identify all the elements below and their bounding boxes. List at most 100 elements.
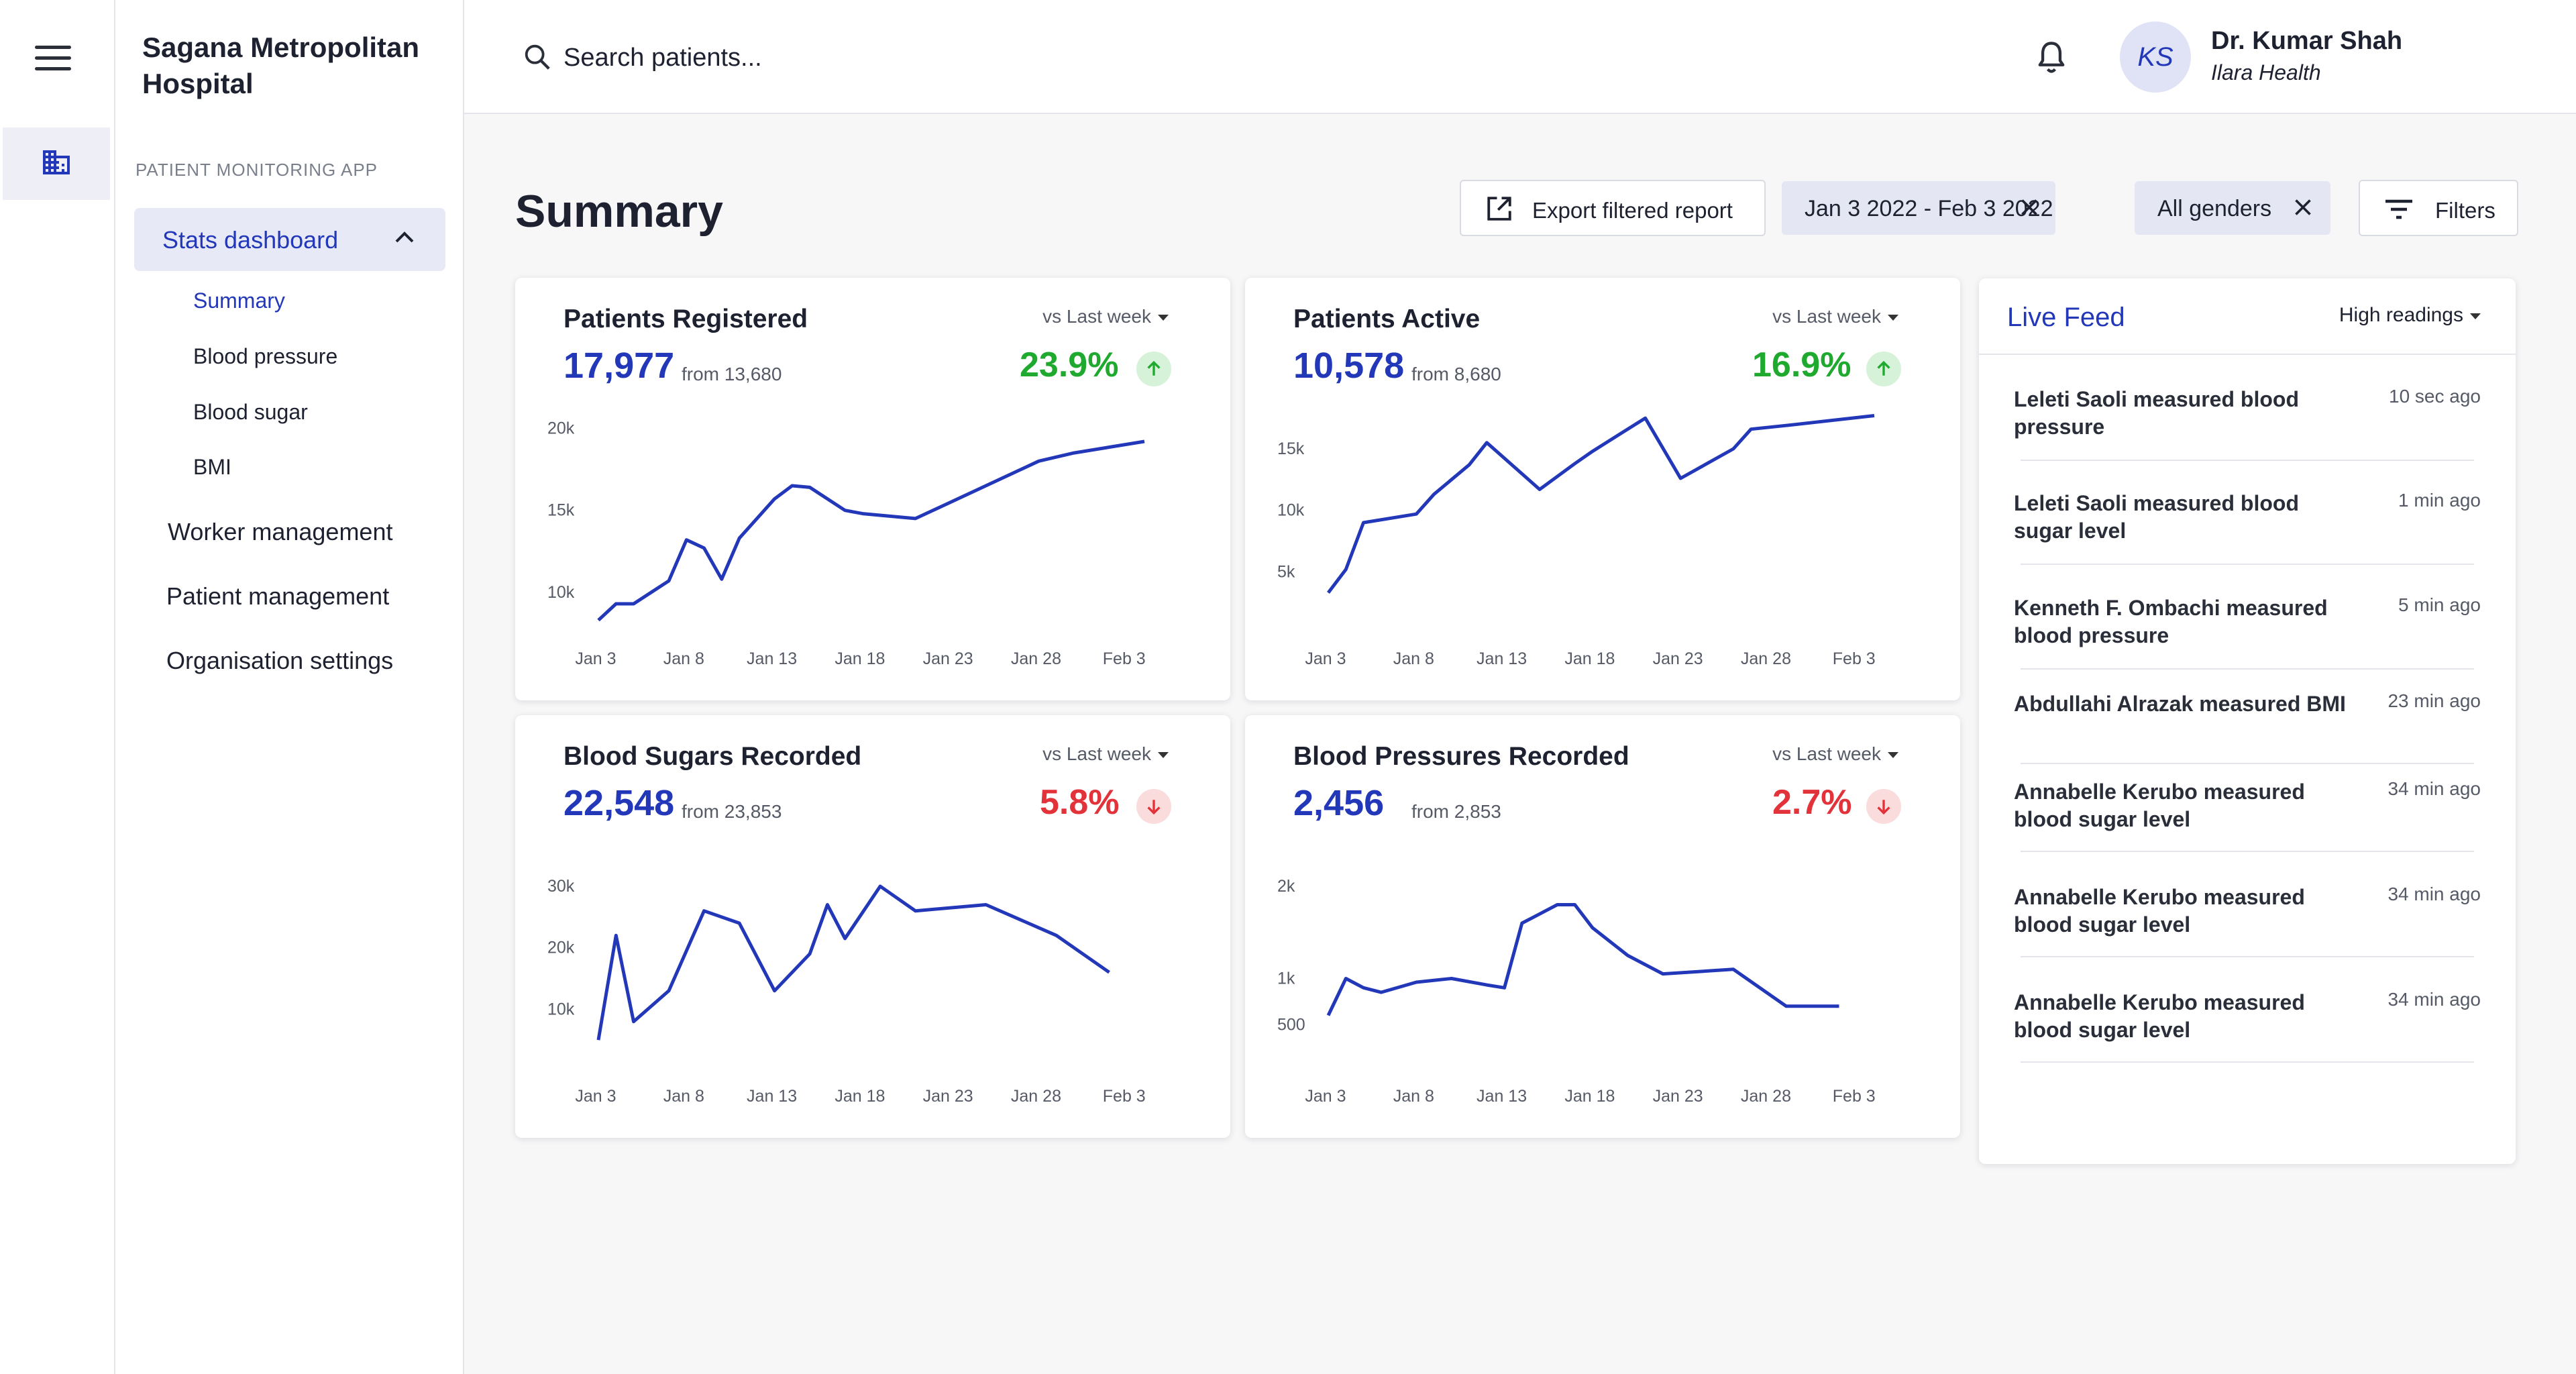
stat-value: 10,578: [1293, 346, 1405, 386]
caret-down-icon: [1888, 315, 1898, 321]
card-title: Blood Sugars Recorded: [564, 742, 862, 771]
y-tick-label: 2k: [1277, 877, 1295, 896]
stat-card-patients-registered: Patients Registered vs Last week 17,977 …: [515, 278, 1230, 700]
feed-item-time: 23 min ago: [2387, 690, 2481, 711]
stat-change-percent: 16.9%: [1752, 346, 1851, 384]
menu-icon[interactable]: [35, 46, 75, 75]
divider: [2021, 668, 2474, 670]
feed-item-text: Abdullahi Alrazak measured BMI: [2014, 692, 2346, 716]
bell-icon[interactable]: [2034, 39, 2069, 76]
divider: [2021, 460, 2474, 461]
stat-value: 22,548: [564, 783, 675, 823]
close-icon[interactable]: [2019, 197, 2039, 217]
sidebar-item-patient-management[interactable]: Patient management: [166, 582, 390, 610]
series-line: [596, 884, 1110, 1041]
x-tick-label: Feb 3: [1103, 1087, 1146, 1106]
feed-item-time: 34 min ago: [2387, 778, 2481, 799]
stat-previous-value: from 8,680: [1411, 364, 1501, 384]
series-line: [1326, 903, 1839, 1016]
gender-filter-chip[interactable]: All genders: [2135, 181, 2330, 235]
y-tick-label: 5k: [1277, 562, 1295, 581]
series-line: [1327, 414, 1875, 594]
x-tick-label: Feb 3: [1833, 1087, 1876, 1106]
x-tick-label: Jan 13: [1477, 1087, 1527, 1106]
feed-item-text: Leleti Saoli measured blood pressure: [2014, 387, 2299, 439]
external-link-icon: [1487, 197, 1511, 221]
divider: [2021, 956, 2474, 957]
card-title: Blood Pressures Recorded: [1293, 742, 1629, 771]
line-chart: Jan 3 Jan 8 Jan 13 Jan 18 Jan 23 Jan 28 Feb 3 1…: [1277, 414, 1876, 668]
compare-label: vs Last week: [1772, 743, 1881, 764]
app-section-label: PATIENT MONITORING APP: [136, 160, 378, 180]
feed-item-text: Annabelle Kerubo measured blood sugar le…: [2014, 780, 2305, 831]
x-tick-label: Jan 3: [1305, 649, 1346, 668]
sidebar-subitem-blood-pressure[interactable]: Blood pressure: [193, 344, 338, 368]
x-tick-label: Jan 8: [663, 649, 704, 668]
x-tick-label: Jan 13: [1477, 649, 1527, 668]
stat-change-percent: 2.7%: [1772, 783, 1852, 822]
filter-icon: [2385, 199, 2412, 219]
x-tick-label: Jan 18: [1564, 649, 1615, 668]
arrow-up-icon: [1866, 352, 1901, 386]
x-tick-label: Jan 3: [1305, 1087, 1346, 1106]
close-icon[interactable]: [2293, 197, 2313, 217]
card-title: Patients Registered: [564, 305, 808, 333]
avatar[interactable]: KS: [2120, 21, 2191, 93]
feed-filter-label: High readings: [2339, 304, 2463, 326]
line-chart: Jan 3 Jan 8 Jan 13 Jan 18 Jan 23 Jan 28 Feb 3 3…: [547, 877, 1146, 1106]
sidebar-item-worker-management[interactable]: Worker management: [168, 518, 393, 545]
compare-dropdown[interactable]: vs Last week: [1772, 306, 1898, 327]
stat-change-percent: 5.8%: [1040, 783, 1120, 822]
live-feed-panel: Live Feed High readings Leleti Saoli mea…: [1979, 278, 2516, 1164]
sidebar-item-organisation-settings[interactable]: Organisation settings: [166, 647, 394, 674]
divider: [2021, 763, 2474, 764]
x-tick-label: Jan 23: [1653, 649, 1703, 668]
x-tick-label: Jan 13: [747, 649, 797, 668]
divider: [2021, 564, 2474, 565]
feed-item-text: Kenneth F. Ombachi measured blood pressu…: [2014, 596, 2328, 647]
feed-item-text: Annabelle Kerubo measured blood sugar le…: [2014, 885, 2305, 937]
compare-dropdown[interactable]: vs Last week: [1772, 743, 1898, 765]
sidebar-item-stats-dashboard[interactable]: Stats dashboard: [134, 208, 445, 271]
y-tick-label: 30k: [547, 877, 575, 896]
sidebar: Sagana Metropolitan Hospital PATIENT MON…: [115, 0, 464, 1374]
search-icon: [525, 44, 550, 70]
x-tick-label: Jan 28: [1011, 1087, 1061, 1106]
search-input[interactable]: [562, 39, 1099, 76]
organisation-name: Sagana Metropolitan Hospital: [142, 32, 420, 99]
feed-item-time: 10 sec ago: [2389, 386, 2481, 407]
stat-card-blood-sugars: Blood Sugars Recorded vs Last week 22,54…: [515, 715, 1230, 1138]
sidebar-item-label: Stats dashboard: [162, 226, 339, 254]
live-feed-title: Live Feed: [2007, 303, 2125, 332]
gender-filter-label: All genders: [2157, 196, 2272, 221]
sidebar-subitem-blood-sugar[interactable]: Blood sugar: [193, 400, 308, 424]
x-tick-label: Jan 28: [1741, 649, 1791, 668]
filters-button[interactable]: Filters: [2359, 180, 2518, 236]
feed-item-time: 1 min ago: [2398, 490, 2481, 511]
sidebar-subitem-bmi[interactable]: BMI: [193, 455, 231, 479]
x-tick-label: Jan 8: [1393, 649, 1434, 668]
y-tick-label: 10k: [547, 1000, 575, 1018]
feed-filter-dropdown[interactable]: High readings: [2339, 304, 2481, 327]
stat-value: 17,977: [564, 346, 675, 386]
date-range-chip[interactable]: Jan 3 2022 - Feb 3 2022: [1782, 181, 2055, 235]
rail-item-hospital[interactable]: [3, 127, 110, 200]
sidebar-subitem-summary[interactable]: Summary: [193, 288, 285, 313]
x-tick-label: Jan 23: [1653, 1087, 1703, 1106]
stat-previous-value: from 13,680: [682, 364, 782, 384]
arrow-down-icon: [1136, 789, 1171, 824]
compare-dropdown[interactable]: vs Last week: [1042, 306, 1169, 327]
icon-rail: [0, 0, 115, 1374]
user-organisation: Ilara Health: [2211, 60, 2321, 85]
export-report-button[interactable]: Export filtered report: [1460, 180, 1766, 236]
line-chart: Jan 3 Jan 8 Jan 13 Jan 18 Jan 23 Jan 28 Feb 3 2…: [547, 419, 1146, 668]
x-tick-label: Jan 8: [663, 1087, 704, 1106]
date-range-label: Jan 3 2022 - Feb 3 2022: [1805, 196, 2053, 221]
compare-dropdown[interactable]: vs Last week: [1042, 743, 1169, 765]
search-bar[interactable]: [522, 39, 1126, 79]
stat-value: 2,456: [1293, 783, 1385, 823]
arrow-up-icon: [1136, 352, 1171, 386]
compare-label: vs Last week: [1772, 306, 1881, 327]
top-bar: KS Dr. Kumar Shah Ilara Health: [464, 0, 2576, 114]
card-title: Patients Active: [1293, 305, 1481, 333]
